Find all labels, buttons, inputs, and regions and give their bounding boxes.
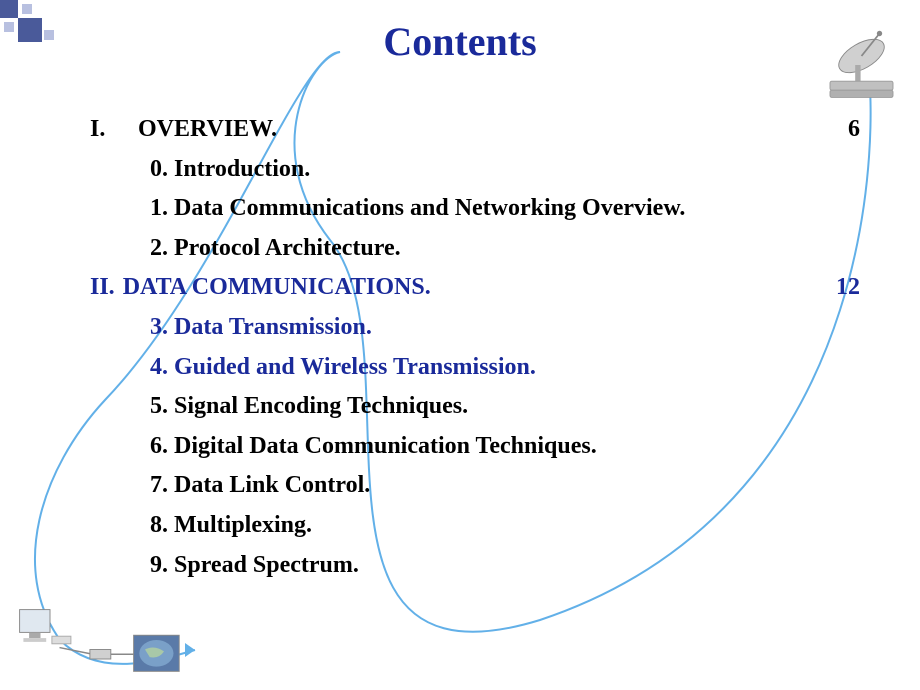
toc-item: 8. Multiplexing. bbox=[90, 506, 860, 546]
section-title: OVERVIEW. bbox=[138, 110, 277, 150]
toc-item: 6. Digital Data Communication Techniques… bbox=[90, 427, 860, 467]
toc-item: 5. Signal Encoding Techniques. bbox=[90, 387, 860, 427]
satellite-dish-icon bbox=[812, 20, 902, 110]
section-page: 12 bbox=[836, 268, 860, 308]
section-overview: I. OVERVIEW. 6 bbox=[90, 110, 860, 150]
section-data-communications: II. DATA COMMUNICATIONS. 12 bbox=[90, 268, 860, 308]
section-number: I. bbox=[90, 110, 138, 150]
section-number: II. bbox=[90, 268, 123, 308]
toc-item: 1. Data Communications and Networking Ov… bbox=[90, 189, 860, 229]
section-title: DATA COMMUNICATIONS. bbox=[123, 268, 431, 308]
table-of-contents: I. OVERVIEW. 6 0. Introduction. 1. Data … bbox=[90, 110, 860, 585]
toc-item: 3. Data Transmission. bbox=[90, 308, 860, 348]
toc-item: 7. Data Link Control. bbox=[90, 466, 860, 506]
toc-item: 9. Spread Spectrum. bbox=[90, 546, 860, 586]
page-title: Contents bbox=[383, 18, 536, 65]
toc-item: 0. Introduction. bbox=[90, 150, 860, 190]
toc-item: 4. Guided and Wireless Transmission. bbox=[90, 348, 860, 388]
section-page: 6 bbox=[848, 110, 860, 150]
network-devices-icon bbox=[12, 600, 202, 680]
toc-item: 2. Protocol Architecture. bbox=[90, 229, 860, 269]
corner-decoration bbox=[0, 0, 80, 60]
